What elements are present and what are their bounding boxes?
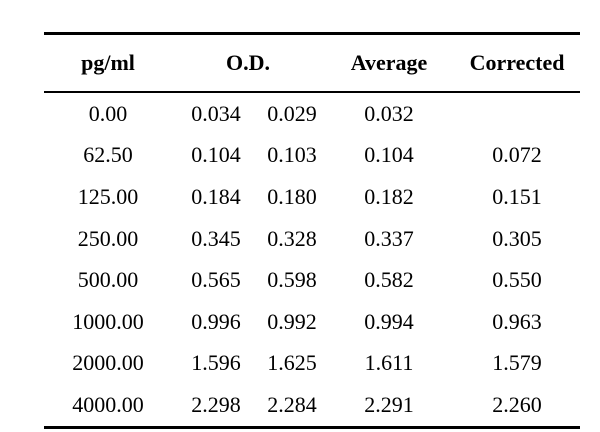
header-average: Average [350,50,428,75]
cell-od-1: 0.034 [191,100,241,126]
cell-od-1: 0.104 [191,142,241,168]
table-row: 500.00 0.565 0.598 0.582 0.550 [44,259,580,301]
cell-corrected: 0.305 [492,225,542,251]
table-row: 62.50 0.104 0.103 0.104 0.072 [44,135,580,177]
cell-concentration: 1000.00 [72,308,144,334]
cell-average: 0.032 [364,100,414,126]
cell-od-2: 0.328 [267,225,317,251]
header-od: O.D. [226,50,270,75]
header-concentration: pg/ml [81,50,135,75]
cell-average: 0.182 [364,183,414,209]
cell-average: 0.994 [364,308,414,334]
cell-concentration: 2000.00 [72,350,144,376]
cell-average: 2.291 [364,391,414,417]
cell-od-2: 2.284 [267,391,317,417]
cell-corrected: 1.579 [492,350,542,376]
table-row: 1000.00 0.996 0.992 0.994 0.963 [44,301,580,343]
table-body: 0.00 0.034 0.029 0.032 62.50 0.104 0.103… [44,92,580,428]
table-row: 4000.00 2.298 2.284 2.291 2.260 [44,384,580,428]
cell-corrected: 0.550 [492,267,542,293]
standard-curve-table: pg/ml O.D. Average Corrected 0.00 0.034 … [44,32,580,429]
cell-average: 0.104 [364,142,414,168]
cell-corrected: 2.260 [492,391,542,417]
cell-od-1: 1.596 [191,350,241,376]
table-row: 0.00 0.034 0.029 0.032 [44,92,580,135]
cell-corrected: 0.963 [492,308,542,334]
table-row: 250.00 0.345 0.328 0.337 0.305 [44,218,580,260]
cell-od-2: 0.180 [267,183,317,209]
cell-od-2: 0.029 [267,100,317,126]
cell-od-1: 0.565 [191,267,241,293]
cell-concentration: 125.00 [77,183,139,209]
cell-concentration: 500.00 [77,267,139,293]
cell-concentration: 4000.00 [72,391,144,417]
cell-od-1: 0.345 [191,225,241,251]
cell-average: 0.582 [364,267,414,293]
cell-od-2: 1.625 [267,350,317,376]
cell-average: 1.611 [364,350,414,376]
cell-average: 0.337 [364,225,414,251]
cell-od-2: 0.103 [267,142,317,168]
cell-od-2: 0.992 [267,308,317,334]
cell-od-1: 2.298 [191,391,241,417]
cell-concentration: 62.50 [83,142,133,168]
table-header: pg/ml O.D. Average Corrected [44,33,580,92]
header-corrected: Corrected [469,50,565,75]
header-row: pg/ml O.D. Average Corrected [44,33,580,92]
table-row: 2000.00 1.596 1.625 1.611 1.579 [44,343,580,385]
cell-od-2: 0.598 [267,267,317,293]
cell-od-1: 0.184 [191,183,241,209]
cell-concentration: 250.00 [77,225,139,251]
cell-concentration: 0.00 [88,100,128,126]
table-row: 125.00 0.184 0.180 0.182 0.151 [44,176,580,218]
cell-corrected [454,92,580,135]
cell-corrected: 0.151 [492,183,542,209]
cell-od-1: 0.996 [191,308,241,334]
cell-corrected: 0.072 [492,142,542,168]
